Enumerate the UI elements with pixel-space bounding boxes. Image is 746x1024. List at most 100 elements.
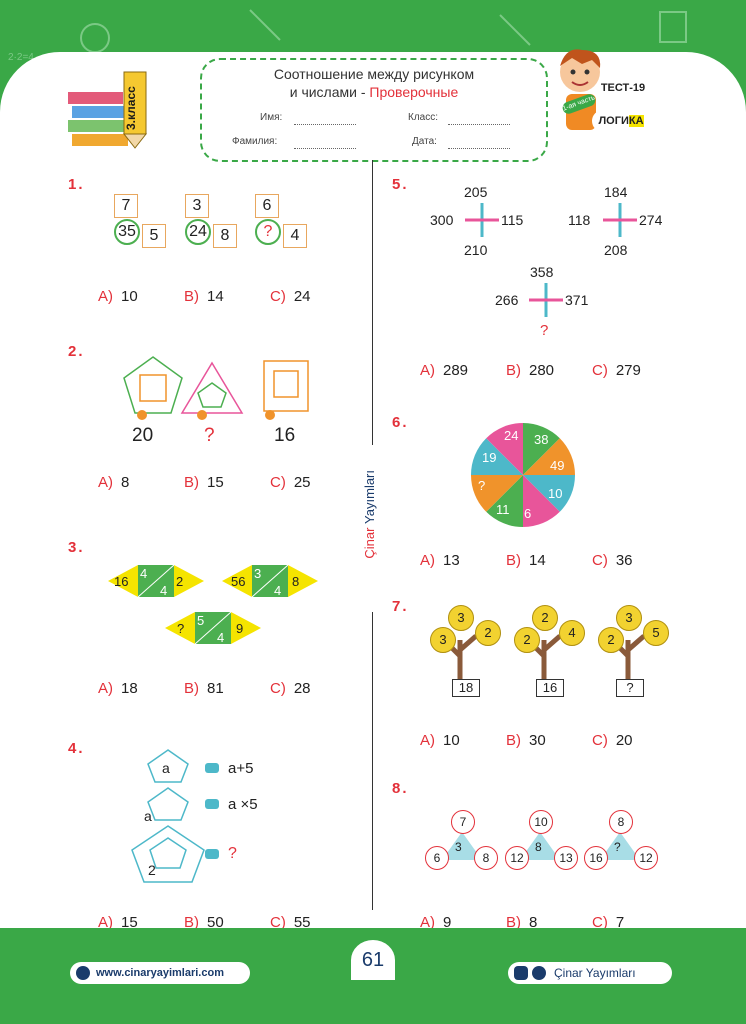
- q8-triangles: [442, 832, 640, 860]
- q1-option-c[interactable]: C) 24: [270, 288, 311, 305]
- q5-c1-right: 115: [501, 212, 524, 228]
- q3-option-b[interactable]: B) 81: [184, 680, 224, 697]
- q4-a1: a: [162, 760, 170, 776]
- instagram-icon[interactable]: [514, 966, 528, 980]
- q8-t1-top: 7: [451, 810, 475, 834]
- q7-t1-left: 3: [430, 627, 456, 653]
- q5-option-c[interactable]: C) 279: [592, 362, 641, 379]
- svg-text:2·2=4: 2·2=4: [8, 52, 34, 60]
- date-field[interactable]: [448, 147, 510, 149]
- q3-s3-bottom: 4: [217, 630, 225, 645]
- question-number: 3.: [68, 539, 85, 556]
- test-label: ТЕСТ-19: [596, 77, 650, 99]
- globe-icon: [76, 966, 90, 980]
- q6-pie: [470, 422, 576, 528]
- q3-s2-top: 3: [254, 566, 262, 581]
- q5-c3-top: 358: [530, 264, 554, 280]
- q7-t3-right: 5: [643, 620, 669, 646]
- q3-s1-right: 2: [176, 574, 184, 589]
- q5-c2-top: 184: [604, 184, 628, 200]
- q7-option-b[interactable]: B) 30: [506, 732, 546, 749]
- q6-option-a[interactable]: A) 13: [420, 552, 460, 569]
- q4-option-b[interactable]: B) 50: [184, 914, 224, 931]
- class-field[interactable]: [448, 123, 510, 125]
- q5-c1-top: 205: [464, 184, 488, 200]
- q3-s2-left: 56: [231, 574, 246, 589]
- q1-circle-2: 24: [185, 219, 211, 245]
- q7-t1-result: 18: [452, 679, 480, 697]
- website-link[interactable]: www.cinaryayimlari.com: [96, 967, 224, 979]
- q3-s3-right: 9: [236, 621, 244, 636]
- q8-t2-left: 12: [505, 846, 529, 870]
- q3-s1-left: 16: [114, 574, 129, 589]
- q1-top-3: 6: [255, 194, 279, 218]
- q6-slice-1: 24: [504, 428, 519, 443]
- q2-option-a[interactable]: A) 8: [98, 474, 130, 491]
- column-divider-bottom: [372, 612, 373, 910]
- q6-slice-3: 49: [550, 458, 565, 473]
- q5-option-a[interactable]: A) 289: [420, 362, 469, 379]
- q3-s1-bottom: 4: [160, 583, 168, 598]
- facebook-icon[interactable]: [532, 966, 546, 980]
- subject-label: ЛОГИКА: [592, 110, 650, 132]
- side-brand-label: Çinar Yayımları: [362, 470, 377, 559]
- question-number: 2.: [68, 343, 85, 360]
- q6-option-b[interactable]: B) 14: [506, 552, 546, 569]
- q3-s2-right: 8: [292, 574, 300, 589]
- q3-option-a[interactable]: A) 18: [98, 680, 138, 697]
- q5-c2-left: 118: [568, 212, 591, 228]
- q2-shapes: [123, 356, 309, 420]
- q8-t3-left: 16: [584, 846, 608, 870]
- q2-option-c[interactable]: C) 25: [270, 474, 311, 491]
- title-box: Соотношение между рисунком и числами - П…: [200, 58, 548, 162]
- q3-option-c[interactable]: C) 28: [270, 680, 311, 697]
- q2-value-2: ?: [204, 425, 215, 446]
- brand-pill[interactable]: Çinar Yayımları: [508, 962, 672, 984]
- class-label: Класс:: [408, 112, 438, 123]
- website-pill[interactable]: www.cinaryayimlari.com: [70, 962, 250, 984]
- q5-option-b[interactable]: B) 280: [506, 362, 555, 379]
- q5-c3-left: 266: [495, 292, 519, 308]
- q7-t2-top: 2: [532, 605, 558, 631]
- arrow-icon: [205, 849, 219, 859]
- q6-slice-8: 19: [482, 450, 497, 465]
- q5-c2-bottom: 208: [604, 242, 628, 258]
- q1-side-2: 8: [213, 224, 237, 248]
- cross-arrow-icon: [529, 283, 563, 317]
- q6-slice-2: 38: [534, 432, 549, 447]
- q7-option-c[interactable]: C) 20: [592, 732, 633, 749]
- q3-shapes: [108, 565, 318, 645]
- q1-option-a[interactable]: A) 10: [98, 288, 138, 305]
- q3-s3-top: 5: [197, 613, 205, 628]
- q4-rule-2: a ×5: [228, 796, 258, 813]
- q4-a2: a: [144, 808, 152, 824]
- question-number: 7.: [392, 598, 409, 615]
- q8-option-a[interactable]: A) 9: [420, 914, 452, 931]
- q7-option-a[interactable]: A) 10: [420, 732, 460, 749]
- q1-option-b[interactable]: B) 14: [184, 288, 224, 305]
- question-number: 8.: [392, 780, 409, 797]
- q2-value-1: 20: [132, 425, 154, 446]
- books-illustration: 3.класс: [66, 60, 186, 150]
- arrow-icon: [205, 799, 219, 809]
- q1-side-3: 4: [283, 224, 307, 248]
- q8-option-c[interactable]: C) 7: [592, 914, 625, 931]
- question-number: 6.: [392, 414, 409, 431]
- q1-circle-1: 35: [114, 219, 140, 245]
- question-number: 1.: [68, 176, 85, 193]
- q8-t2-right: 13: [554, 846, 578, 870]
- q2-option-b[interactable]: B) 15: [184, 474, 224, 491]
- question-number: 5.: [392, 176, 409, 193]
- q6-slice-6: 11: [496, 502, 510, 517]
- q8-t3-right: 12: [634, 846, 658, 870]
- q5-c2-right: 274: [639, 212, 663, 228]
- q4-option-c[interactable]: C) 55: [270, 914, 311, 931]
- q4-option-a[interactable]: A) 15: [98, 914, 138, 931]
- arrow-icon: [205, 763, 219, 773]
- column-divider-top: [372, 160, 373, 445]
- q1-top-2: 3: [185, 194, 209, 218]
- q6-option-c[interactable]: C) 36: [592, 552, 633, 569]
- q8-option-b[interactable]: B) 8: [506, 914, 538, 931]
- surname-field[interactable]: [294, 147, 356, 149]
- name-field[interactable]: [294, 123, 356, 125]
